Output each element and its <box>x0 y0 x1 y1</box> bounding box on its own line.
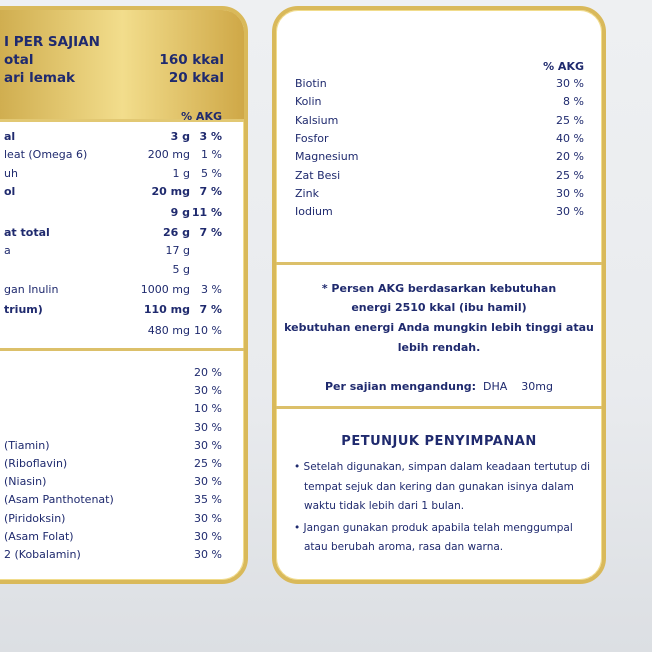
nutrient-label: leat (Omega 6) <box>4 148 88 161</box>
storage-item-text: Jangan gunakan produk apabila telah meng… <box>303 521 573 554</box>
mineral-akg: 30 % <box>556 205 584 219</box>
nutrient-akg: 5 % <box>201 167 222 180</box>
mineral-label: Iodium <box>295 205 333 219</box>
vitamin-akg: 25 % <box>194 457 222 470</box>
nutrient-akg: 11 % <box>191 206 222 219</box>
note-line: lebih rendah. <box>397 341 481 354</box>
fat-energy-label: ari lemak <box>4 70 76 86</box>
nutrient-label: gan Inulin <box>4 283 59 296</box>
mineral-akg: 40 % <box>556 131 584 145</box>
mineral-akg: 20 % <box>556 150 584 164</box>
minerals-card: % AKG Biotin 30 % Kolin 8 % Kalsium 25 % Fosfo… <box>272 6 606 584</box>
vitamin-akg: 30 % <box>194 548 222 561</box>
divider <box>276 262 602 265</box>
serving-header: I PER SAJIAN otal 160 kkal ari lemak 20 … <box>0 10 244 122</box>
akg-header: % AKG <box>543 60 584 73</box>
nutrition-facts-card: I PER SAJIAN otal 160 kkal ari lemak 20 … <box>0 6 248 584</box>
vitamin-label: (Asam Folat) <box>4 529 74 543</box>
nutrient-akg: 7 % <box>199 226 222 239</box>
mineral-akg: 8 % <box>563 95 584 109</box>
vitamin-akg: 30 % <box>194 511 222 525</box>
storage-item: • Jangan gunakan produk apabila telah me… <box>294 521 573 554</box>
nutrient-akg: 1 % <box>201 148 222 161</box>
vitamin-label: (Asam Panthotenat) <box>4 493 114 507</box>
nutrient-amount: 110 mg <box>143 303 190 316</box>
divider <box>276 406 602 409</box>
nutrient-label: trium) <box>4 303 43 316</box>
divider <box>0 348 244 351</box>
storage-item: • Setelah digunakan, simpan dalam keadaa… <box>294 461 591 512</box>
mineral-label: Zink <box>295 186 319 200</box>
nutrient-label: ol <box>4 185 16 198</box>
storage-list: • Setelah digunakan, simpan dalam keadaa… <box>294 458 594 558</box>
nutrient-label: uh <box>4 167 18 180</box>
nutrient-akg: 10 % <box>194 324 222 337</box>
nutrient-amount: 3 g <box>170 130 190 143</box>
fat-energy-value: 20 kkal <box>168 70 224 86</box>
vitamin-akg: 30 % <box>194 438 222 452</box>
per-serving-value: DHA 30mg <box>483 380 553 393</box>
mineral-akg: 30 % <box>556 186 584 200</box>
vitamin-akg: 30 % <box>194 384 222 398</box>
mineral-label: Magnesium <box>295 150 359 164</box>
nutrient-akg: 3 % <box>199 130 222 143</box>
vitamin-akg: 30 % <box>194 420 222 434</box>
vitamin-label: (Piridoksin) <box>4 511 66 525</box>
nutrient-akg: 7 % <box>199 303 222 316</box>
per-serving: Per sajian mengandung: DHA 30mg <box>276 380 602 394</box>
mineral-akg: 25 % <box>556 168 584 182</box>
nutrient-amount: 1 g <box>172 167 190 180</box>
storage-title: PETUNJUK PENYIMPANAN <box>341 434 537 449</box>
vitamin-akg: 35 % <box>194 493 222 507</box>
nutrient-amount: 17 g <box>165 244 190 257</box>
vitamin-label: (Riboflavin) <box>4 457 68 470</box>
storage-item-text: Setelah digunakan, simpan dalam keadaan … <box>303 461 591 512</box>
serving-title: I PER SAJIAN <box>4 34 100 50</box>
vitamin-label: (Niasin) <box>4 475 47 489</box>
akg-header: % AKG <box>181 110 222 123</box>
nutrient-amount: 5 g <box>172 263 190 276</box>
vitamin-akg: 30 % <box>194 529 222 543</box>
nutrient-amount: 26 g <box>162 226 190 239</box>
nutrient-label: a <box>4 244 11 257</box>
nutrient-label: al <box>4 130 16 143</box>
nutrient-akg: 3 % <box>201 283 222 296</box>
mineral-label: Kalsium <box>295 113 339 127</box>
note-line: * Persen AKG berdasarkan kebutuhan <box>321 282 557 295</box>
vitamin-akg: 20 % <box>194 366 222 379</box>
nutrient-amount: 20 mg <box>151 185 190 198</box>
vitamin-label: 2 (Kobalamin) <box>4 548 81 561</box>
nutrient-amount: 1000 mg <box>140 283 190 296</box>
energy-value: 160 kkal <box>159 52 224 68</box>
nutrient-amount: 480 mg <box>147 324 190 337</box>
nutrient-akg: 7 % <box>199 185 222 198</box>
mineral-akg: 25 % <box>556 113 584 127</box>
mineral-label: Biotin <box>295 77 327 90</box>
vitamin-akg: 10 % <box>194 402 222 416</box>
mineral-label: Kolin <box>295 95 322 109</box>
note-line: kebutuhan energi Anda mungkin lebih ting… <box>284 321 594 334</box>
nutrient-amount: 9 g <box>170 206 190 219</box>
vitamin-akg: 30 % <box>194 475 222 489</box>
mineral-akg: 30 % <box>556 77 584 90</box>
vitamin-label: (Tiamin) <box>4 438 50 452</box>
mineral-label: Zat Besi <box>295 168 341 182</box>
per-serving-label: Per sajian mengandung: <box>324 380 477 393</box>
note-line: energi 2510 kkal (ibu hamil) <box>351 301 527 314</box>
nutrient-label: at total <box>4 226 50 239</box>
nutrient-amount: 200 mg <box>147 148 190 161</box>
mineral-label: Fosfor <box>295 131 329 145</box>
energy-label: otal <box>4 52 34 68</box>
